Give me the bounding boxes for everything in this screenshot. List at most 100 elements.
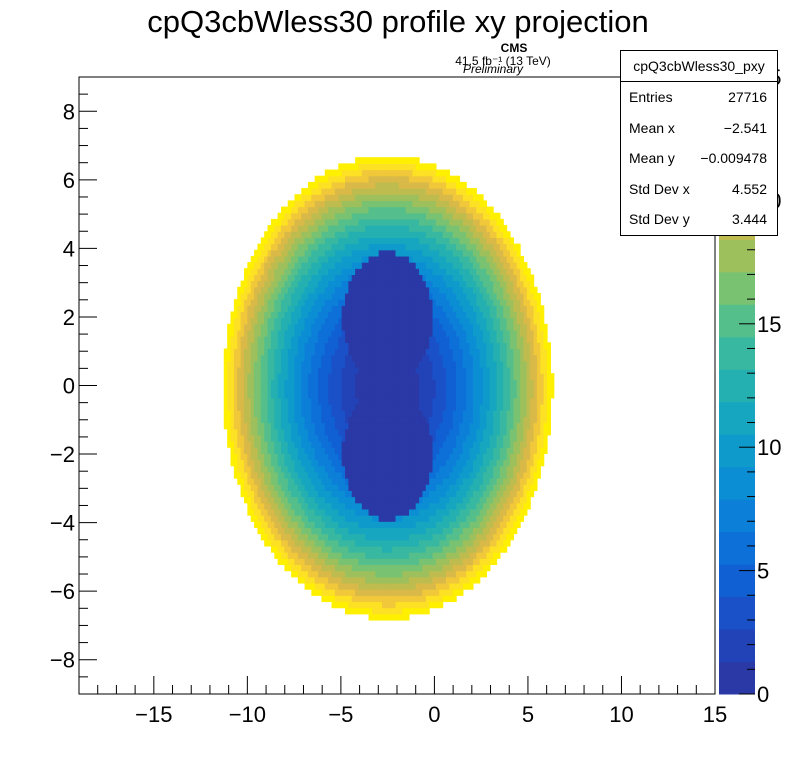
heatmap-cell — [304, 292, 309, 300]
heatmap-cell — [459, 323, 464, 331]
heatmap-cell — [324, 218, 329, 226]
heatmap-cell — [243, 385, 248, 393]
heatmap-cell — [297, 212, 302, 220]
heatmap-cell — [355, 292, 360, 300]
heatmap-cell — [331, 484, 336, 491]
heatmap-cell — [446, 416, 450, 424]
heatmap-cell — [274, 545, 279, 553]
heatmap-cell — [375, 366, 380, 374]
heatmap-cell — [297, 552, 302, 559]
heatmap-cell — [324, 329, 329, 337]
heatmap-cell — [365, 200, 370, 208]
heatmap-cell — [382, 558, 387, 566]
heatmap-cell — [415, 552, 420, 559]
heatmap-cell — [469, 441, 474, 448]
heatmap-cell — [446, 292, 450, 300]
heatmap-cell — [486, 336, 491, 343]
heatmap-cell — [446, 231, 450, 239]
heatmap-cell — [419, 274, 424, 282]
heatmap-cell — [479, 508, 484, 516]
heatmap-cell — [442, 218, 447, 226]
heatmap-cell — [402, 570, 407, 578]
heatmap-cell — [274, 243, 279, 251]
heatmap-cell — [412, 471, 417, 479]
heatmap-cell — [422, 508, 427, 516]
heatmap-cell — [324, 410, 329, 417]
heatmap-cell — [250, 404, 255, 411]
heatmap-cell — [483, 545, 488, 553]
heatmap-cell — [446, 404, 450, 411]
heatmap-cell — [395, 397, 400, 405]
heatmap-cell — [348, 262, 353, 269]
heatmap-cell — [284, 286, 289, 294]
heatmap-cell — [462, 576, 467, 584]
heatmap-cell — [452, 441, 457, 448]
heatmap-cell — [449, 552, 454, 559]
heatmap-cell — [388, 515, 393, 522]
heatmap-cell — [398, 169, 403, 177]
heatmap-cell — [250, 342, 255, 350]
heatmap-cell — [227, 397, 232, 405]
heatmap-cell — [446, 410, 450, 417]
heatmap-cell — [264, 268, 269, 276]
heatmap-cell — [466, 354, 471, 362]
heatmap-cell — [318, 249, 323, 257]
heatmap-cell — [466, 490, 471, 498]
heatmap-cell — [405, 225, 410, 232]
heatmap-cell — [385, 447, 390, 454]
heatmap-cell — [412, 589, 417, 596]
heatmap-cell — [355, 212, 360, 220]
heatmap-cell — [398, 428, 403, 436]
heatmap-cell — [277, 231, 282, 239]
heatmap-cell — [260, 336, 265, 343]
heatmap-cell — [314, 249, 319, 257]
heatmap-cell — [358, 268, 363, 276]
heatmap-cell — [462, 342, 467, 350]
heatmap-cell — [415, 385, 420, 393]
heatmap-cell — [318, 502, 323, 510]
heatmap-cell — [247, 366, 252, 374]
heatmap-cell — [368, 391, 373, 399]
heatmap-cell — [425, 404, 430, 411]
heatmap-cell — [301, 564, 306, 572]
heatmap-cell — [466, 552, 471, 559]
heatmap-cell — [432, 595, 437, 603]
heatmap-cell — [452, 280, 457, 288]
heatmap-cell — [297, 570, 302, 578]
heatmap-cell — [385, 576, 390, 584]
heatmap-cell — [338, 200, 343, 208]
heatmap-cell — [365, 558, 370, 566]
heatmap-cell — [375, 200, 380, 208]
heatmap-cell — [425, 311, 430, 319]
heatmap-cell — [378, 385, 383, 393]
heatmap-cell — [486, 441, 491, 448]
heatmap-cell — [439, 589, 444, 596]
heatmap-cell — [270, 410, 275, 417]
heatmap-cell — [476, 237, 481, 245]
heatmap-cell — [408, 496, 413, 504]
heatmap-cell — [287, 453, 292, 461]
heatmap-cell — [472, 576, 477, 584]
heatmap-cell — [291, 447, 296, 454]
heatmap-cell — [388, 391, 393, 399]
heatmap-cell — [368, 286, 373, 294]
heatmap-cell — [338, 515, 343, 522]
heatmap-cell — [392, 373, 397, 380]
heatmap-cell — [446, 447, 450, 454]
heatmap-cell — [311, 268, 316, 276]
heatmap-cell — [314, 478, 319, 485]
heatmap-cell — [486, 539, 491, 547]
heatmap-cell — [479, 496, 484, 504]
heatmap-cell — [334, 601, 339, 609]
heatmap-cell — [281, 545, 285, 553]
heatmap-cell — [472, 484, 477, 491]
heatmap-cell — [365, 360, 370, 368]
heatmap-cell — [412, 404, 417, 411]
heatmap-cell — [412, 447, 417, 454]
heatmap-cell — [371, 200, 376, 208]
heatmap-cell — [452, 188, 457, 195]
heatmap-cell — [270, 434, 275, 442]
heatmap-cell — [483, 218, 488, 226]
heatmap-cell — [472, 558, 477, 566]
heatmap-cell — [452, 515, 457, 522]
